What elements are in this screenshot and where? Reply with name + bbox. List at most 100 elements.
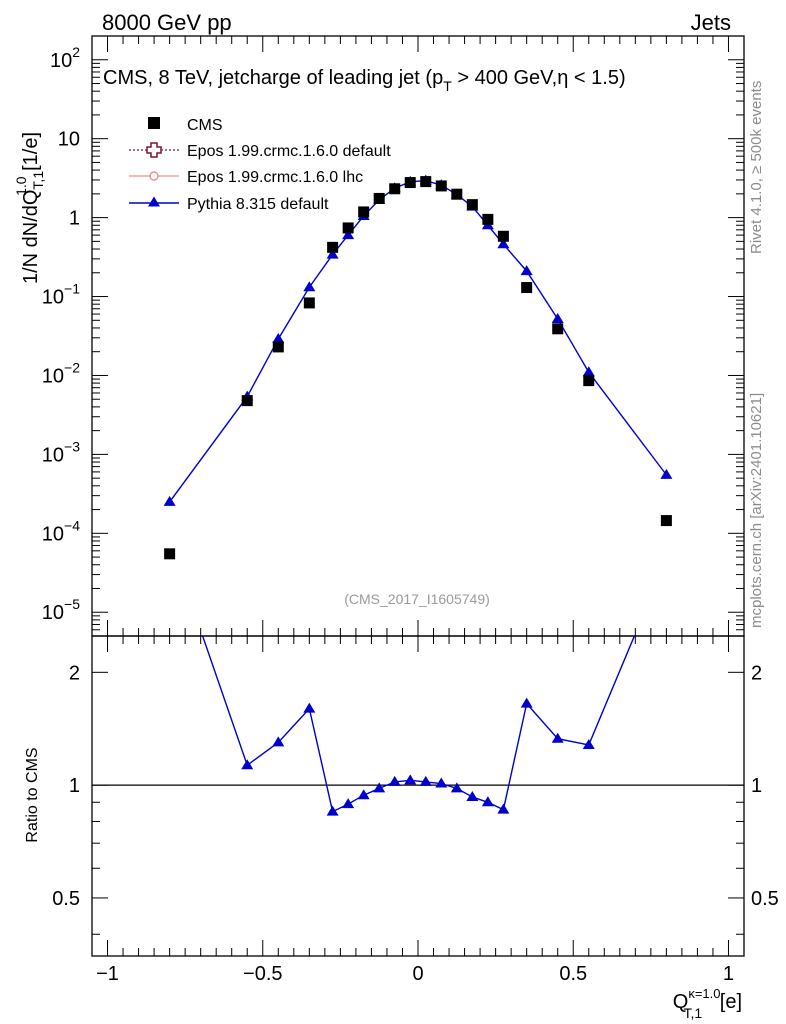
plot-title-part-b: > 400 GeV,η < 1.5) [452, 67, 626, 89]
ratio-point [450, 782, 463, 793]
ratio-point [419, 775, 432, 786]
cms-point [358, 206, 370, 218]
ratio-point [435, 777, 448, 788]
ratio-point [303, 702, 316, 713]
ratio-axis-ticks [92, 636, 744, 956]
ratio-point [660, 554, 672, 564]
x-tick-label: −1 [96, 963, 119, 985]
ratio-markers [164, 534, 672, 816]
tick-base: 10 [42, 602, 64, 624]
tick-exponent: −5 [64, 596, 80, 612]
cms-point [660, 515, 672, 527]
cms-point [451, 188, 463, 200]
tick-exponent: −2 [64, 359, 80, 375]
cms-point [389, 183, 401, 195]
main-y-tick-label: 1 [69, 208, 80, 230]
tick-base: 10 [58, 129, 80, 151]
ratio-point [388, 775, 401, 786]
legend-epos-lhc-marker [149, 171, 159, 181]
x-axis-label: Qκ=1.0 T,1 [e] [673, 986, 742, 1021]
tick-exponent: −1 [64, 281, 80, 297]
ratio-point [497, 803, 510, 814]
ratio-point [582, 738, 595, 749]
tick-base: 10 [42, 523, 64, 545]
tick-base: 1 [69, 208, 80, 230]
ratio-point [326, 805, 339, 816]
ratio-point [551, 732, 564, 743]
cms-point [241, 395, 253, 407]
pythia-series-line [169, 179, 667, 503]
x-label-sup: κ=1.0 [688, 986, 720, 1001]
pythia-point [342, 229, 355, 240]
main-y-tick-label: 10−5 [42, 596, 80, 624]
cms-point [435, 180, 447, 192]
pythia-point [163, 495, 176, 506]
rivet-info: Rivet 4.1.0, ≥ 500k events [748, 81, 765, 254]
ratio-point [164, 534, 176, 544]
main-y-label-sup: 1.0 [13, 176, 29, 196]
plot-title-sub: T [443, 78, 452, 94]
cms-point [583, 375, 595, 387]
main-axis-ticks [92, 35, 744, 636]
cms-point [482, 213, 494, 225]
main-y-axis-label: 1/N dN/dQT,11.0 [1/e] [13, 132, 46, 284]
x-label-part-b: [e] [714, 991, 742, 1013]
main-y-tick-label: 10−3 [42, 438, 80, 466]
ratio-point [466, 790, 479, 801]
plot-title-part-a: CMS, 8 TeV, jetcharge of leading jet (p [103, 67, 443, 89]
main-y-tick-label: 10−2 [42, 359, 80, 387]
x-tick-label: 0 [412, 963, 423, 985]
x-tick-label: 0.5 [559, 963, 587, 985]
ratio-y-tick-label-right: 1 [751, 775, 762, 797]
legend: CMS Epos 1.99.crmc.1.6.0 default Epos 1.… [129, 117, 391, 213]
main-y-label-part-b: [1/e] [20, 132, 42, 176]
cms-point [303, 297, 315, 309]
main-y-tick-label: 10−1 [42, 281, 80, 309]
main-y-label-part-a: 1/N dN/dQ [20, 190, 42, 284]
tick-exponent: −3 [64, 438, 80, 454]
ratio-point [272, 736, 285, 747]
tick-base: 10 [42, 365, 64, 387]
ratio-point [373, 782, 386, 793]
header-left: 8000 GeV pp [102, 10, 232, 35]
header-right: Jets [691, 10, 731, 35]
legend-epos-default-label: Epos 1.99.crmc.1.6.0 default [187, 143, 391, 160]
ratio-y-tick-label-left: 1 [69, 775, 80, 797]
ratio-point [520, 697, 533, 708]
ratio-y-tick-label-right: 2 [751, 662, 762, 684]
cms-point [521, 282, 533, 294]
pythia-point [272, 332, 285, 343]
x-tick-labels: −1 −0.5 0 0.5 1 [96, 963, 734, 985]
analysis-watermark: (CMS_2017_I1605749) [344, 591, 490, 607]
legend-pythia-marker [148, 196, 160, 207]
cms-point [466, 199, 478, 211]
main-y-tick-label: 10 [58, 129, 80, 151]
ratio-y-tick-label-right: 0.5 [751, 888, 779, 910]
ratio-panel-frame [91, 635, 745, 957]
legend-epos-default-marker [146, 142, 162, 158]
cms-markers [164, 176, 672, 560]
tick-exponent: −4 [64, 517, 80, 533]
x-label-part-a: Q [673, 991, 689, 1013]
ratio-point [342, 798, 355, 809]
ratio-y-tick-label-left: 2 [69, 662, 80, 684]
cms-point [420, 176, 432, 188]
ratio-series-line [201, 636, 636, 813]
main-y-label-sub: T,1 [30, 171, 46, 190]
x-label-sub: T,1 [684, 1005, 703, 1021]
cms-point [342, 222, 354, 234]
pythia-point [551, 312, 564, 323]
cms-point [552, 323, 564, 335]
pythia-markers [163, 174, 673, 506]
pythia-point [303, 281, 316, 292]
legend-pythia-label: Pythia 8.315 default [187, 196, 329, 213]
pythia-point [520, 265, 533, 276]
ratio-point [404, 774, 417, 785]
cms-point [327, 241, 339, 253]
mcplots-info: mcplots.cern.ch [arXiv:2401.10621] [748, 393, 765, 628]
cms-point [272, 341, 284, 353]
legend-epos-lhc-label: Epos 1.99.crmc.1.6.0 lhc [187, 169, 363, 186]
main-y-tick-label: 102 [50, 44, 80, 72]
